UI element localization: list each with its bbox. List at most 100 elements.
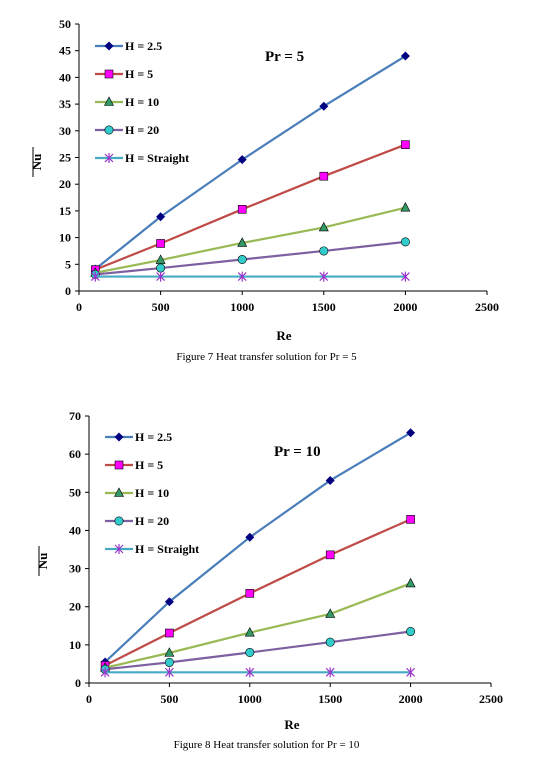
data-point	[244, 627, 255, 637]
data-point	[319, 271, 329, 282]
data-point	[325, 637, 335, 647]
series-line	[95, 206, 406, 274]
data-point	[245, 647, 255, 657]
data-point	[401, 140, 410, 149]
data-point	[156, 263, 166, 273]
y-tick-label: 20	[59, 177, 71, 191]
data-point	[245, 532, 255, 542]
data-point	[325, 667, 335, 678]
y-tick-label: 35	[59, 97, 71, 111]
legend-label: H = Straight	[135, 542, 199, 556]
x-tick-label: 0	[86, 692, 92, 706]
data-point	[90, 271, 100, 282]
legend-marker	[104, 96, 114, 106]
legend-marker	[114, 516, 124, 526]
y-tick-label: 20	[69, 600, 81, 614]
legend-label: H = 2.5	[135, 430, 172, 444]
data-point	[400, 51, 410, 61]
data-point	[156, 271, 166, 282]
data-point	[237, 271, 247, 282]
data-point	[325, 475, 335, 485]
series-line	[95, 240, 406, 276]
x-tick-label: 2000	[393, 300, 417, 314]
y-tick-label: 10	[59, 231, 71, 245]
legend-marker	[104, 69, 114, 79]
data-point	[406, 667, 416, 678]
legend-label: H = 10	[125, 95, 159, 109]
y-tick-label: 0	[75, 676, 81, 690]
y-tick-label: 25	[59, 151, 71, 165]
data-point	[237, 204, 247, 214]
legend-marker	[114, 460, 124, 470]
data-point	[237, 155, 247, 165]
pr-annotation: Pr = 5	[265, 49, 304, 65]
pr-annotation: Pr = 10	[274, 444, 321, 460]
data-point	[164, 657, 174, 667]
data-point	[319, 101, 329, 111]
data-point	[318, 221, 329, 232]
data-point	[400, 271, 410, 282]
legend-label: H = 2.5	[125, 39, 162, 53]
y-tick-label: 10	[69, 638, 81, 652]
series-line	[104, 582, 411, 669]
data-point	[164, 597, 174, 607]
data-point	[165, 628, 174, 638]
y-tick-label: 70	[69, 409, 81, 423]
data-point	[156, 212, 166, 222]
legend-label: H = 20	[125, 123, 159, 137]
data-point	[155, 254, 166, 264]
data-point	[405, 577, 416, 588]
data-point	[245, 589, 255, 598]
legend-label: H = 5	[125, 67, 153, 81]
legend-label: H = 10	[135, 486, 169, 500]
data-point	[325, 608, 336, 618]
data-point	[406, 428, 416, 438]
x-axis-label: Re	[276, 328, 291, 343]
legend-label: H = Straight	[125, 151, 189, 165]
y-tick-label: 15	[59, 204, 71, 218]
x-tick-label: 0	[76, 300, 82, 314]
y-tick-label: 30	[69, 562, 81, 576]
legend-label: H = 5	[135, 458, 163, 472]
y-axis-label: Nu	[29, 154, 44, 171]
data-point	[100, 667, 110, 678]
x-tick-label: 500	[160, 692, 178, 706]
data-point	[406, 515, 415, 524]
y-tick-label: 50	[59, 17, 71, 31]
legend-marker	[114, 544, 124, 554]
data-point	[237, 254, 247, 264]
x-tick-label: 1000	[238, 692, 262, 706]
y-tick-label: 45	[59, 44, 71, 58]
x-tick-label: 1500	[312, 300, 336, 314]
data-point	[406, 627, 416, 637]
legend-label: H = 20	[135, 514, 169, 528]
y-axis-label: Nu	[35, 553, 50, 570]
data-point	[400, 202, 411, 212]
data-point	[400, 237, 410, 247]
legend-marker	[104, 125, 114, 135]
data-point	[156, 239, 165, 248]
y-tick-label: 30	[59, 124, 71, 138]
y-tick-label: 40	[69, 523, 81, 537]
y-tick-label: 50	[69, 485, 81, 499]
y-tick-label: 0	[65, 284, 71, 298]
x-axis-label: Re	[284, 717, 299, 732]
y-tick-label: 5	[65, 257, 71, 271]
figure-7-caption: Figure 7 Heat transfer solution for Pr =…	[176, 351, 357, 363]
data-point	[319, 171, 329, 181]
legend-marker	[104, 153, 114, 163]
y-tick-label: 40	[59, 70, 71, 84]
data-point	[164, 647, 175, 657]
x-tick-label: 500	[152, 300, 170, 314]
data-point	[245, 667, 255, 678]
data-point	[319, 246, 329, 256]
legend-marker	[114, 487, 124, 497]
x-tick-label: 1500	[318, 692, 342, 706]
x-tick-label: 2000	[399, 692, 423, 706]
x-tick-label: 1000	[230, 300, 254, 314]
x-tick-label: 2500	[479, 692, 503, 706]
data-point	[237, 237, 248, 247]
legend-marker	[104, 41, 114, 51]
series-line	[104, 630, 411, 671]
